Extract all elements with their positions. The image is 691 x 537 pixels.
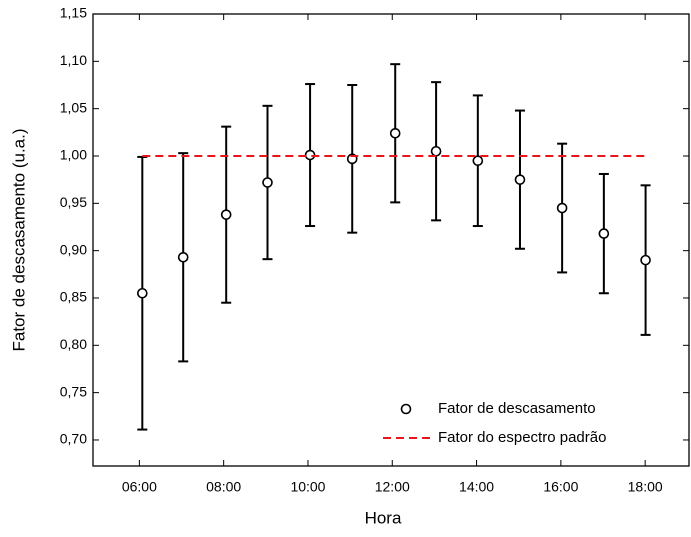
x-tick-label: 18:00 bbox=[628, 479, 663, 495]
y-tick-label: 0,75 bbox=[60, 383, 87, 399]
y-tick-label: 0,80 bbox=[60, 336, 87, 352]
x-tick-label: 16:00 bbox=[543, 479, 578, 495]
data-point bbox=[177, 251, 189, 263]
y-tick-label: 0,85 bbox=[60, 289, 87, 305]
data-point bbox=[556, 202, 568, 214]
y-tick-label: 0,95 bbox=[60, 194, 87, 210]
x-tick-label: 06:00 bbox=[122, 479, 157, 495]
y-tick-label: 1,10 bbox=[60, 52, 87, 68]
data-point bbox=[514, 174, 526, 185]
y-tick-label: 1,15 bbox=[60, 5, 87, 21]
legend-marker bbox=[400, 403, 412, 415]
data-point bbox=[220, 209, 232, 220]
data-point bbox=[137, 287, 148, 299]
legend-label: Fator do espectro padrão bbox=[438, 429, 606, 446]
y-tick-label: 0,70 bbox=[60, 431, 87, 447]
y-tick-label: 1,00 bbox=[60, 147, 87, 163]
x-tick-label: 08:00 bbox=[206, 479, 241, 495]
y-tick-label: 0,90 bbox=[60, 241, 87, 257]
data-point bbox=[389, 127, 401, 139]
data-point bbox=[472, 155, 484, 167]
x-tick-label: 10:00 bbox=[290, 479, 325, 495]
data-point bbox=[598, 228, 610, 239]
x-tick-label: 12:00 bbox=[375, 479, 410, 495]
data-point bbox=[430, 145, 442, 157]
y-tick-label: 1,05 bbox=[60, 99, 87, 115]
x-axis-title: Hora bbox=[365, 508, 402, 527]
plot-frame bbox=[92, 13, 690, 467]
legend-label: Fator de descasamento bbox=[438, 400, 596, 417]
x-tick-label: 14:00 bbox=[459, 479, 494, 495]
data-point bbox=[640, 254, 651, 266]
data-point bbox=[262, 177, 273, 188]
y-axis-title: Fator de descasamento (u.a.) bbox=[9, 128, 28, 351]
